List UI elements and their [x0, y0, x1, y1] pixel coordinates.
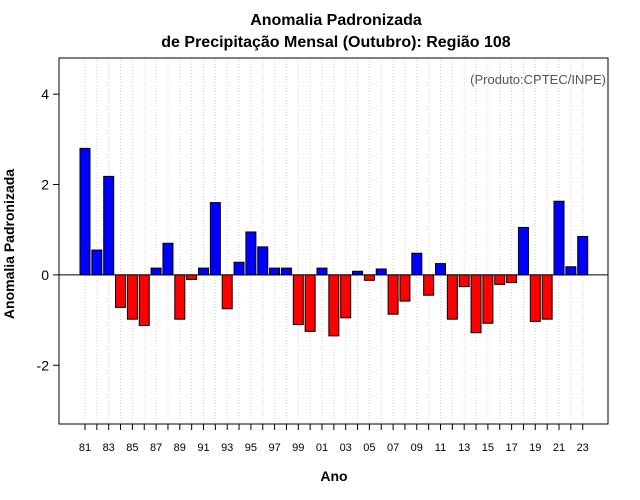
bar-2014 [470, 274, 482, 334]
y-tick-label: 4 [41, 86, 49, 102]
y-tick-label: -2 [37, 357, 50, 373]
bar-1984 [115, 274, 127, 308]
x-tick-label: 01 [316, 442, 328, 454]
bar-1994 [233, 261, 245, 276]
bar-1992 [209, 202, 221, 276]
bar-1988 [162, 242, 174, 276]
y-tick-label: 0 [41, 267, 49, 283]
x-tick-label: 83 [103, 442, 115, 454]
bar-1995 [245, 231, 257, 276]
chart-subtitle: de Precipitação Mensal (Outubro): Região… [161, 34, 511, 51]
bar-2005 [363, 274, 375, 281]
x-tick-label: 17 [505, 442, 517, 454]
bar-2012 [446, 274, 458, 320]
bar-2020 [541, 274, 553, 320]
x-tick-label: 97 [268, 442, 280, 454]
bar-1985 [126, 274, 138, 320]
bar-2016 [494, 274, 506, 285]
bar-2017 [506, 274, 518, 284]
grid-lines [84, 58, 584, 424]
bar-2001 [316, 267, 328, 276]
x-tick-label: 23 [577, 442, 589, 454]
bar-2018 [517, 226, 529, 276]
bars [79, 147, 589, 337]
bar-2022 [565, 266, 577, 276]
x-tick-label: 09 [411, 442, 423, 454]
bar-2008 [399, 274, 411, 302]
x-tick-label: 05 [363, 442, 375, 454]
bar-1990 [186, 274, 198, 280]
bar-2013 [458, 274, 470, 288]
bar-1983 [103, 175, 115, 276]
x-tick-label: 13 [458, 442, 470, 454]
bar-2023 [577, 235, 589, 276]
bar-2015 [482, 274, 494, 324]
bar-2002 [328, 274, 340, 337]
bar-1987 [150, 267, 162, 276]
x-tick-label: 15 [482, 442, 494, 454]
y-axis-label: Anomalia Padronizada [1, 169, 17, 319]
x-axis-label: Ano [320, 468, 347, 484]
bar-2006 [375, 268, 387, 276]
x-tick-label: 89 [174, 442, 186, 454]
x-tick-label: 11 [435, 442, 446, 454]
x-tick-label: 81 [79, 442, 91, 454]
bar-1991 [198, 267, 209, 276]
bar-2011 [435, 263, 446, 276]
bar-1981 [79, 147, 91, 276]
bar-1996 [257, 246, 269, 276]
bar-1989 [174, 274, 186, 320]
x-tick-label: 91 [197, 442, 209, 454]
x-tick-label: 95 [245, 442, 257, 454]
bar-1999 [292, 274, 304, 326]
y-tick-label: 2 [41, 177, 49, 193]
bar-1982 [91, 249, 103, 276]
x-tick-label: 07 [387, 442, 399, 454]
bar-2009 [411, 252, 423, 276]
credit-label: (Produto:CPTEC/INPE) [470, 72, 606, 87]
x-tick-label: 87 [150, 442, 162, 454]
bar-1993 [221, 274, 233, 310]
x-axis: 81 83 85 87 89 91 93 95 97 99 01 03 05 07 09 11 13 15 17 19… [79, 424, 589, 454]
y-axis: -2 0 2 4 [37, 86, 59, 373]
x-tick-label: 99 [292, 442, 304, 454]
bar-1998 [280, 267, 292, 276]
bar-1986 [138, 274, 150, 326]
bar-2010 [423, 274, 435, 296]
bar-2004 [352, 270, 364, 276]
bar-2003 [340, 274, 352, 319]
bar-2019 [529, 274, 541, 322]
bar-2000 [304, 274, 316, 332]
x-tick-label: 21 [553, 442, 565, 454]
x-tick-label: 85 [126, 442, 138, 454]
x-tick-label: 19 [529, 442, 541, 454]
chart-title: Anomalia Padronizada [250, 12, 422, 29]
bar-2021 [553, 200, 565, 276]
x-tick-label: 03 [340, 442, 352, 454]
bar-2007 [387, 274, 399, 315]
bar-1997 [269, 267, 281, 276]
x-tick-label: 93 [221, 442, 233, 454]
